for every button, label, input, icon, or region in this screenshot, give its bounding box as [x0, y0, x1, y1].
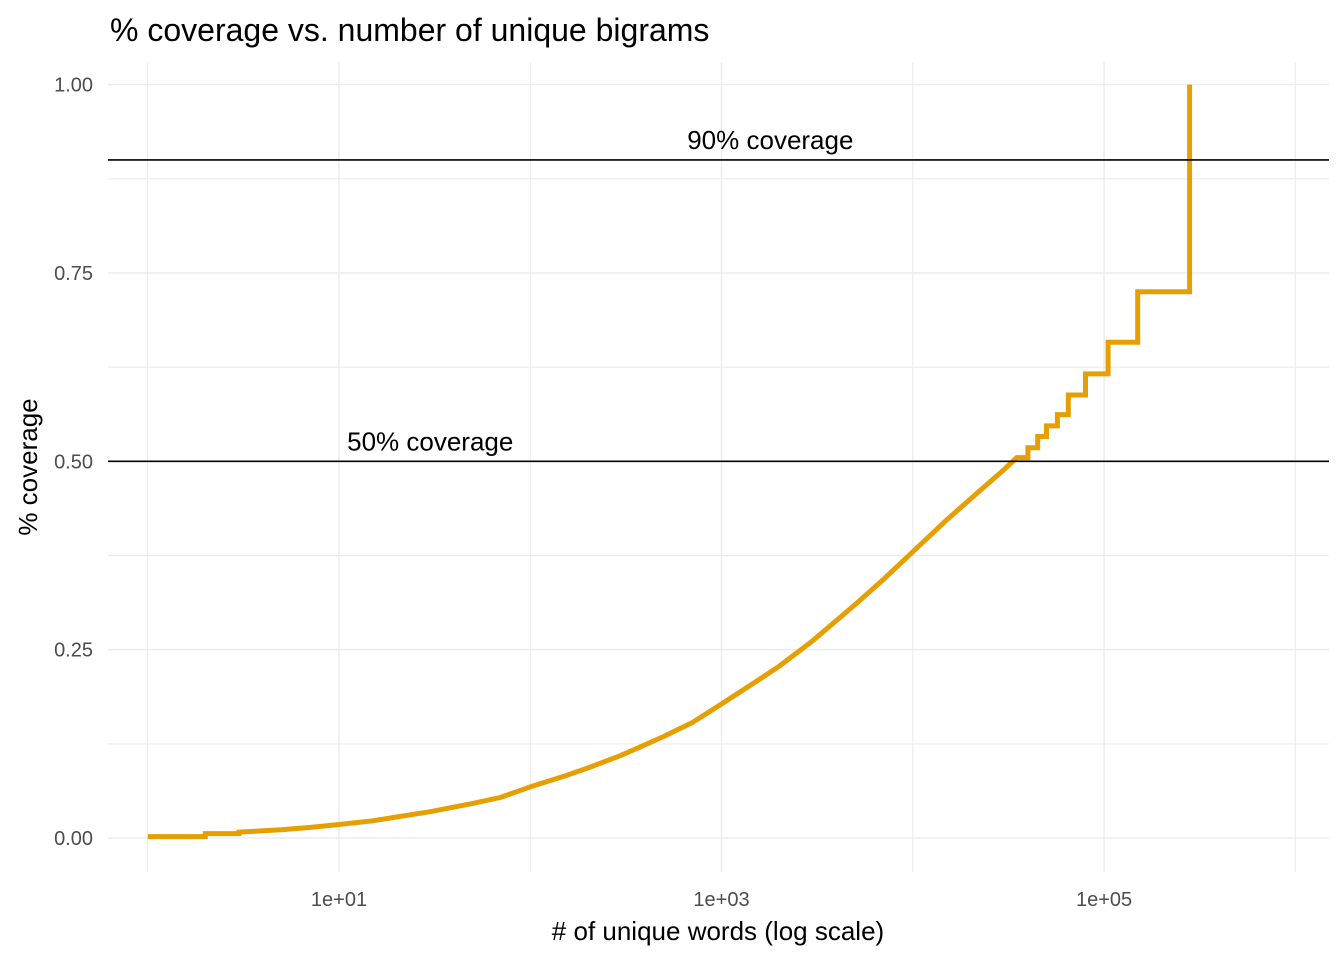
x-axis-title: # of unique words (log scale) [552, 916, 884, 946]
x-tick-label: 1e+05 [1076, 889, 1132, 911]
reference-line-label: 50% coverage [347, 426, 513, 456]
series-layer [147, 84, 1193, 840]
y-tick-label: 0.75 [54, 263, 93, 285]
chart-title: % coverage vs. number of unique bigrams [110, 12, 709, 48]
y-tick-labels: 0.00 0.25 0.50 0.75 1.00 [54, 75, 93, 850]
reference-lines: 90% coverage 50% coverage [108, 125, 1329, 463]
y-tick-label: 0.25 [54, 640, 93, 662]
y-tick-label: 0.00 [54, 828, 93, 850]
reference-line-label: 90% coverage [687, 125, 853, 155]
major-gridlines [108, 62, 1329, 872]
x-tick-label: 1e+03 [693, 889, 749, 911]
coverage-line [147, 84, 1193, 840]
x-tick-labels: 1e+01 1e+03 1e+05 [311, 889, 1132, 911]
y-axis-title: % coverage [13, 398, 43, 535]
minor-gridlines [108, 62, 1329, 872]
y-tick-label: 1.00 [54, 75, 93, 97]
y-tick-label: 0.50 [54, 451, 93, 473]
x-tick-label: 1e+01 [311, 889, 367, 911]
